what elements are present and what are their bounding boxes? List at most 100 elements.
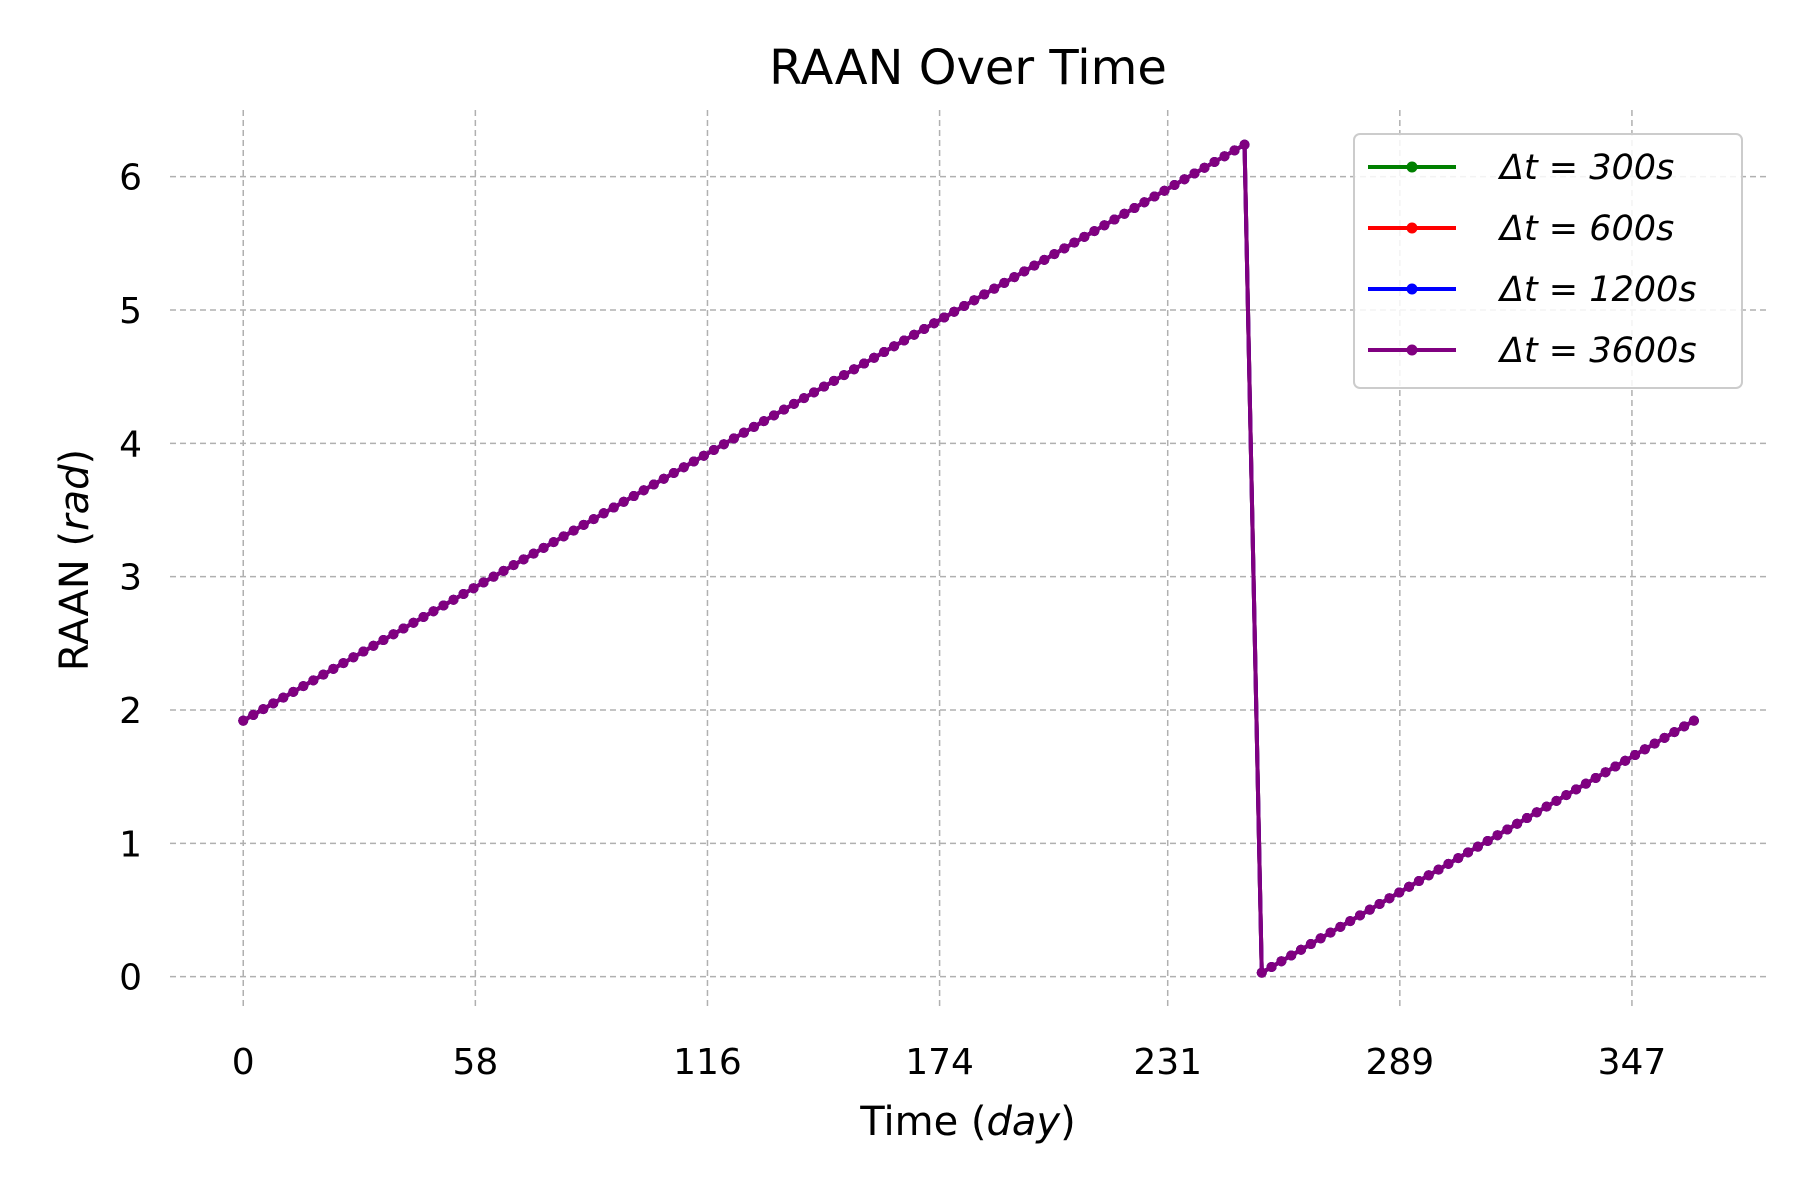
data-point	[849, 364, 860, 375]
data-point	[1049, 249, 1060, 260]
data-point	[1209, 156, 1220, 167]
data-point	[688, 456, 699, 467]
legend-marker	[1406, 161, 1418, 173]
data-point	[1472, 841, 1483, 852]
data-point	[1219, 151, 1230, 162]
y-tick-label: 5	[119, 291, 142, 332]
data-point	[1089, 226, 1100, 237]
data-point	[1059, 243, 1070, 254]
data-point	[969, 295, 980, 306]
data-point	[1374, 898, 1385, 909]
data-point	[588, 514, 599, 525]
data-point	[1679, 721, 1690, 732]
data-point	[919, 323, 930, 334]
data-point	[298, 681, 309, 692]
x-tick-label: 289	[1365, 1042, 1434, 1083]
data-point	[1394, 887, 1405, 898]
data-point	[738, 427, 749, 438]
data-point	[1551, 795, 1562, 806]
data-point	[308, 675, 319, 686]
y-tick-label: 1	[119, 824, 142, 865]
data-point	[879, 347, 890, 358]
data-point	[1189, 168, 1200, 179]
data-point	[758, 416, 769, 427]
data-point	[1069, 237, 1080, 248]
data-point	[518, 554, 529, 565]
data-point	[1345, 916, 1356, 927]
legend-marker	[1406, 222, 1418, 234]
data-point	[258, 704, 269, 715]
data-point	[1688, 715, 1699, 726]
data-point	[1149, 191, 1160, 202]
data-point	[1296, 944, 1307, 955]
data-point	[1199, 162, 1210, 173]
data-point	[728, 433, 739, 444]
data-point	[889, 341, 900, 352]
data-point	[608, 502, 619, 513]
data-point	[1079, 231, 1090, 242]
data-point	[528, 548, 539, 559]
data-point	[768, 410, 779, 421]
legend-entries: Δt = 300s Δt = 600s Δt = 1200s Δt = 3600s	[1368, 148, 1697, 371]
y-tick-label: 0	[119, 958, 142, 999]
data-point	[478, 577, 489, 588]
x-tick-label: 231	[1133, 1042, 1202, 1083]
legend-label: Δt = 600s	[1497, 209, 1674, 249]
data-point	[1039, 254, 1050, 265]
data-point	[1229, 145, 1240, 156]
data-point	[458, 588, 469, 599]
data-point	[1109, 214, 1120, 225]
data-point	[1561, 790, 1572, 801]
data-point	[348, 652, 359, 663]
data-point	[1315, 933, 1326, 944]
data-point	[1139, 197, 1150, 208]
legend-marker	[1406, 344, 1418, 356]
data-point	[748, 421, 759, 432]
data-point	[1463, 847, 1474, 858]
data-point	[1423, 870, 1434, 881]
x-axis-label: Time (day)	[859, 1099, 1075, 1145]
data-point	[448, 594, 459, 605]
data-point	[1364, 904, 1375, 915]
data-point	[1541, 801, 1552, 812]
data-point	[398, 623, 409, 634]
data-point	[368, 640, 379, 651]
data-point	[899, 335, 910, 346]
data-point	[1009, 272, 1020, 283]
data-point	[959, 300, 970, 311]
data-point	[678, 462, 689, 473]
data-point	[1630, 750, 1641, 761]
data-point	[909, 329, 920, 340]
y-tick-label: 3	[119, 558, 142, 599]
data-point	[1531, 807, 1542, 818]
data-point	[989, 283, 1000, 294]
legend-frame	[1353, 133, 1743, 389]
data-point	[1404, 881, 1415, 892]
data-point	[829, 375, 839, 386]
y-tick-label: 4	[119, 424, 142, 465]
data-point	[1639, 744, 1650, 755]
data-point	[1590, 772, 1601, 783]
data-point	[358, 646, 369, 657]
data-point	[929, 318, 940, 329]
data-point	[1492, 830, 1503, 841]
data-point	[438, 600, 449, 611]
data-point	[488, 571, 499, 582]
data-point	[638, 485, 649, 496]
data-point	[979, 289, 990, 300]
data-point	[1443, 858, 1454, 869]
y-tick-label: 2	[119, 691, 142, 732]
data-point	[1659, 732, 1670, 743]
data-point	[718, 439, 729, 450]
data-point	[869, 352, 880, 363]
data-point	[1354, 910, 1365, 921]
y-tick-label: 6	[119, 158, 142, 199]
data-point	[1384, 893, 1395, 904]
legend-marker	[1406, 283, 1418, 295]
data-point	[808, 387, 819, 398]
data-point	[628, 491, 639, 502]
data-point	[658, 473, 669, 484]
data-point	[328, 663, 339, 674]
legend-label: Δt = 300s	[1497, 148, 1674, 188]
